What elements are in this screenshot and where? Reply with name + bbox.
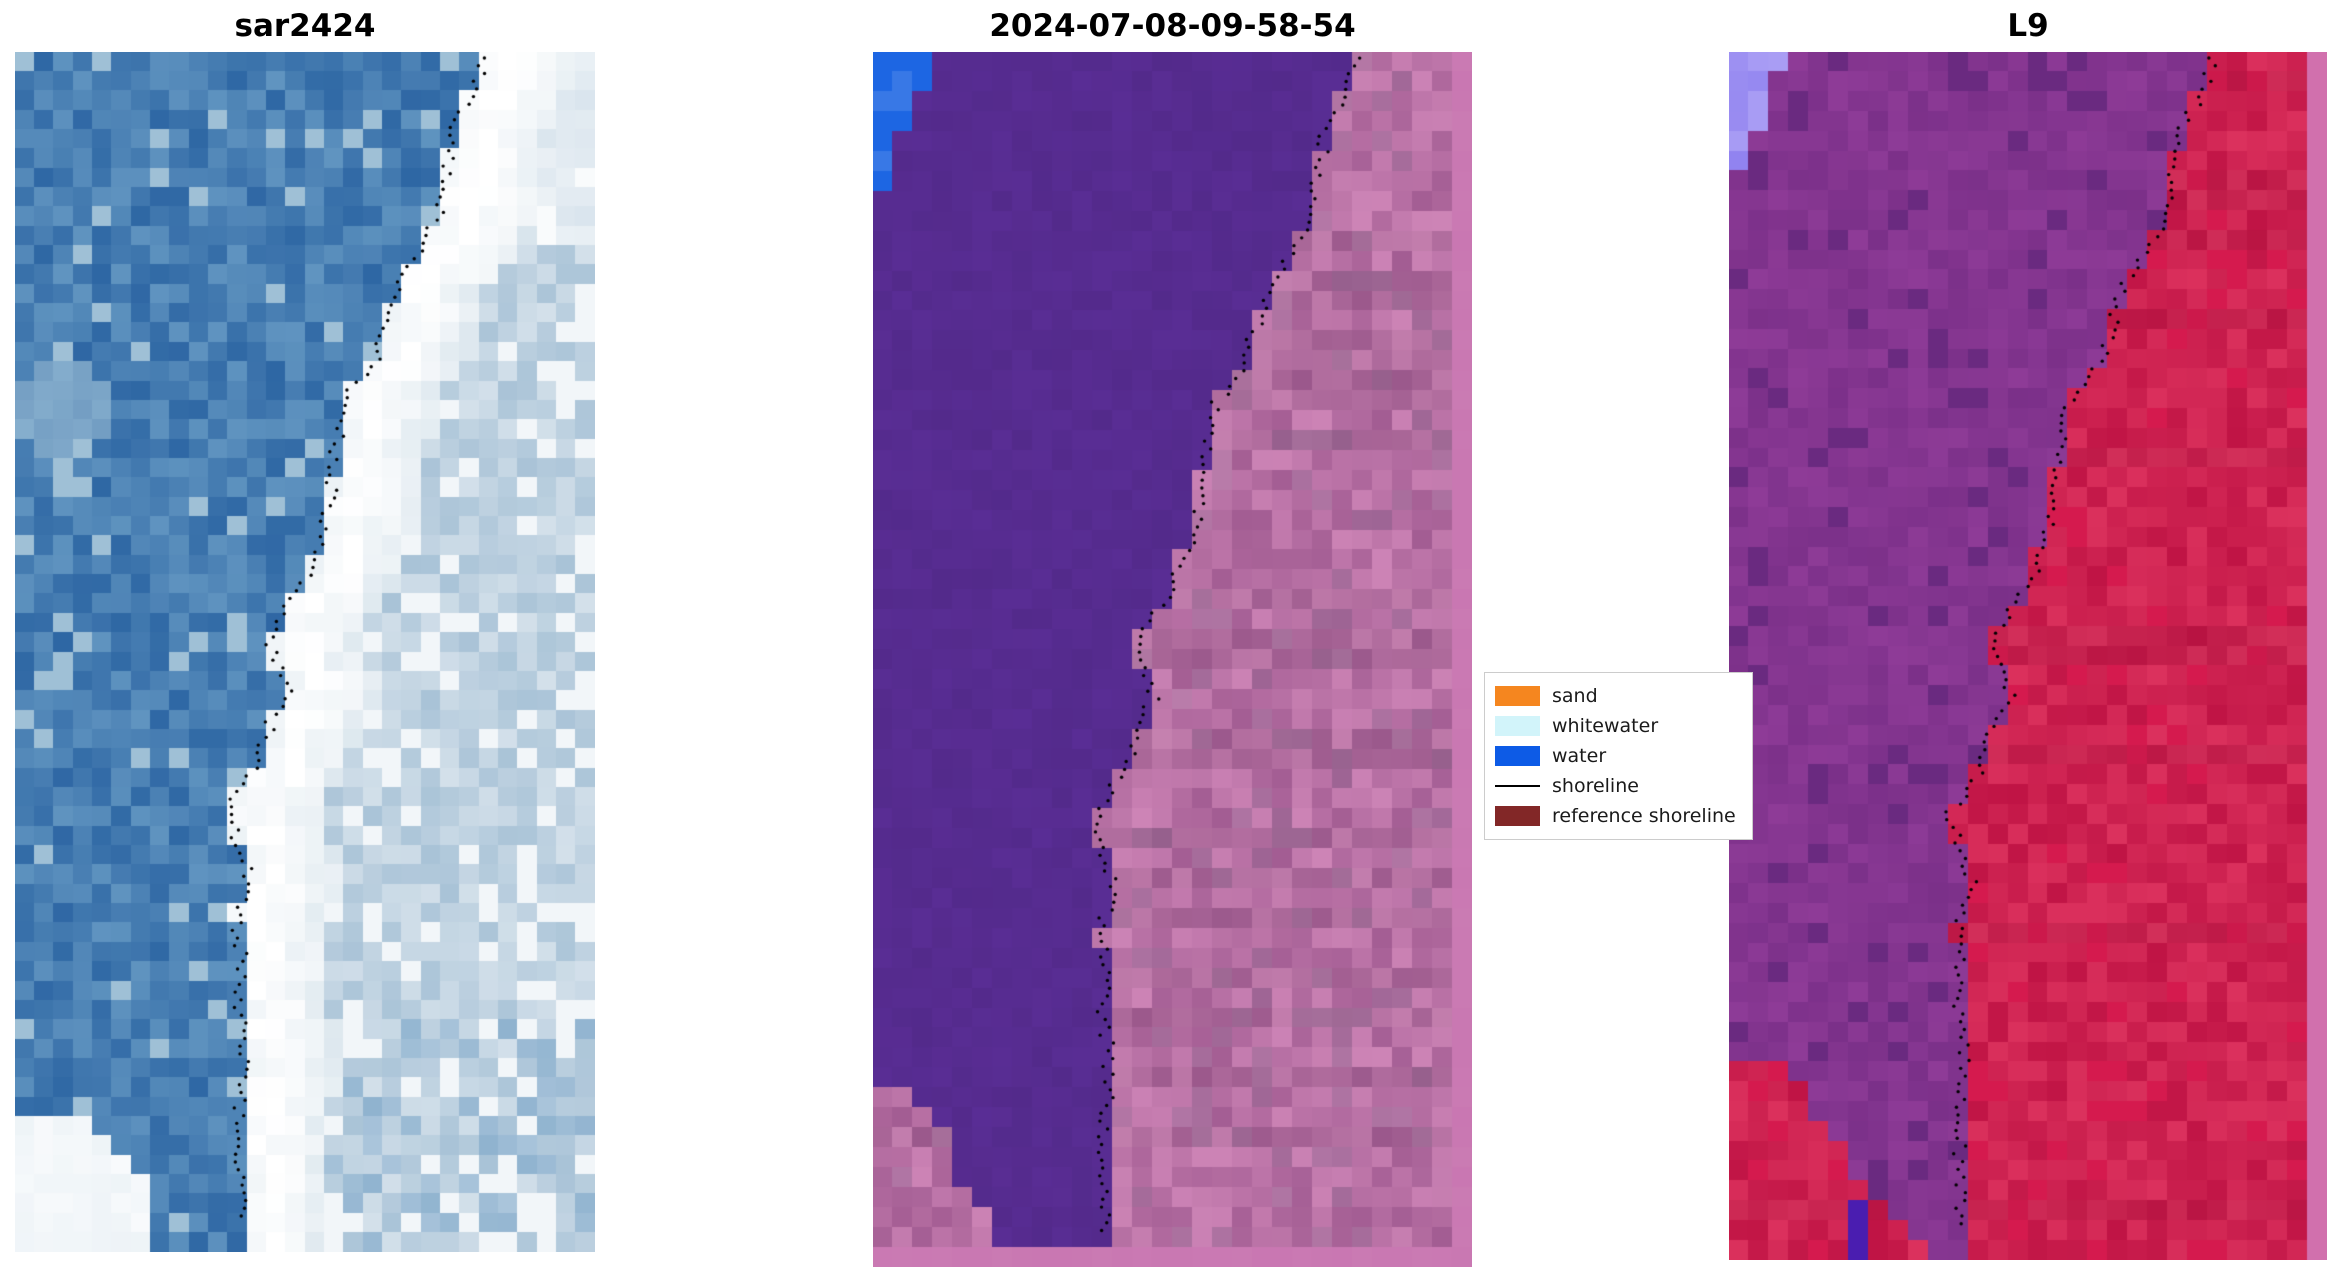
- legend-item-shoreline: shoreline: [1495, 771, 1742, 801]
- legend-item-reference-shoreline: reference shoreline: [1495, 801, 1742, 831]
- legend-label: whitewater: [1552, 715, 1659, 737]
- legend-swatch-shoreline: [1495, 785, 1540, 787]
- panel-title-classified: 2024-07-08-09-58-54: [989, 8, 1356, 44]
- legend-swatch-whitewater: [1495, 716, 1540, 736]
- l9-image: [1729, 52, 2327, 1260]
- classified-image: [873, 52, 1472, 1267]
- legend-item-sand: sand: [1495, 681, 1742, 711]
- legend-swatch-sand: [1495, 686, 1540, 706]
- legend-label: shoreline: [1552, 775, 1639, 797]
- legend-label: reference shoreline: [1552, 805, 1736, 827]
- panel-title-sar: sar2424: [234, 8, 376, 44]
- legend: sand whitewater water shoreline reference sh…: [1484, 672, 1753, 840]
- legend-item-whitewater: whitewater: [1495, 711, 1742, 741]
- legend-swatch-water: [1495, 746, 1540, 766]
- sar-image: [15, 52, 595, 1252]
- panel-title-l9: L9: [2007, 8, 2049, 44]
- legend-label: sand: [1552, 685, 1598, 707]
- legend-item-water: water: [1495, 741, 1742, 771]
- legend-swatch-reference-shoreline: [1495, 806, 1540, 826]
- legend-label: water: [1552, 745, 1607, 767]
